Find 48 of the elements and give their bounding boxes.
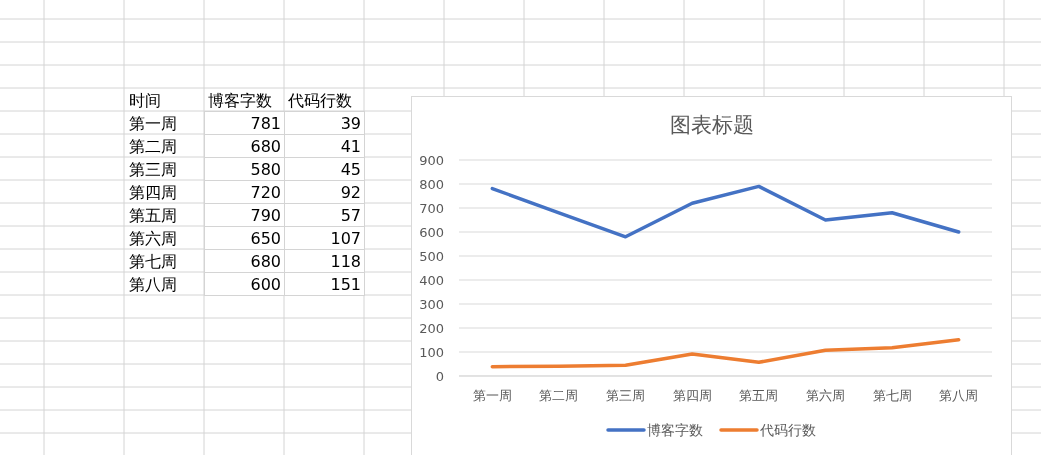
data-label: 580 [250, 160, 281, 179]
y-tick-label: 100 [419, 344, 444, 360]
x-tick-label: 第二周 [539, 388, 579, 403]
y-tick-label: 400 [419, 272, 444, 288]
y-tick-label: 第五周 [129, 206, 177, 225]
y-tick-label: 800 [419, 176, 444, 192]
y-tick-label: 第二周 [129, 137, 177, 156]
y-tick-label: 900 [419, 152, 444, 168]
x-tick-label: 第五周 [739, 388, 779, 403]
data-label: 781 [250, 114, 281, 133]
data-label: 107 [330, 229, 361, 248]
data-label: 680 [250, 252, 281, 271]
x-tick-label: 第三周 [606, 388, 646, 403]
y-tick-label: 500 [419, 248, 444, 264]
chart-title: 图表标题 [670, 113, 754, 137]
legend-label: 博客字数 [647, 422, 703, 438]
y-tick-label: 600 [419, 224, 444, 240]
data-label: 41 [340, 137, 361, 156]
data-label: 680 [250, 137, 281, 156]
y-tick-label: 第一周 [129, 114, 177, 133]
data-label: 720 [250, 183, 281, 202]
y-tick-label: 第六周 [129, 229, 177, 248]
x-tick-label: 第一周 [472, 388, 512, 403]
x-tick-label: 第六周 [805, 388, 845, 403]
text: 时间 [129, 91, 161, 110]
y-tick-label: 0 [435, 368, 444, 384]
data-label: 57 [340, 206, 361, 225]
y-tick-label: 第三周 [129, 160, 177, 179]
x-tick-label: 第四周 [672, 388, 712, 403]
data-label: 39 [340, 114, 361, 133]
legend-label: 代码行数 [759, 422, 816, 438]
line-series [490, 184, 961, 239]
y-tick-label: 第八周 [129, 275, 177, 294]
data-label: 45 [340, 160, 361, 179]
data-label: 151 [330, 275, 361, 294]
y-tick-label: 第七周 [129, 252, 177, 271]
x-tick-label: 第七周 [872, 388, 912, 403]
y-tick-label: 300 [419, 296, 444, 312]
data-label: 790 [250, 206, 281, 225]
y-tick-label: 第四周 [129, 183, 177, 202]
data-label: 600 [250, 275, 281, 294]
data-label: 92 [340, 183, 361, 202]
data-label: 650 [250, 229, 281, 248]
x-tick-label: 第八周 [939, 388, 979, 403]
data-label: 118 [330, 252, 361, 271]
line-series [490, 338, 961, 369]
y-tick-label: 700 [419, 200, 444, 216]
y-tick-label: 200 [419, 320, 444, 336]
